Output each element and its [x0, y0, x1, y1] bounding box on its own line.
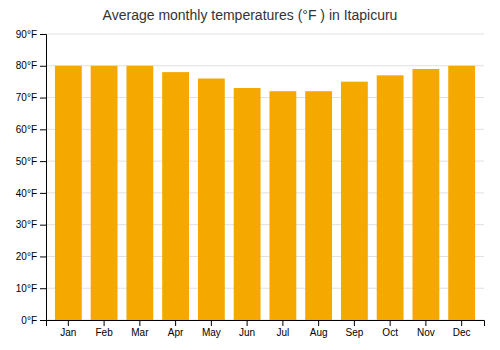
tick-label: Oct	[382, 327, 398, 338]
bar	[126, 66, 153, 320]
tick-mark	[68, 320, 69, 326]
grid-line	[46, 34, 484, 35]
tick-label: 0°F	[21, 315, 37, 326]
bar	[448, 66, 475, 320]
tick-label: Aug	[310, 327, 328, 338]
tick-mark	[40, 98, 46, 99]
tick: 50°F	[16, 156, 46, 167]
y-axis: 0°F 10°F 20°F 30°F 40°F 50°F 60°F 70°F 80°F 90°F	[16, 29, 47, 326]
tick-mark	[354, 320, 355, 326]
tick-mark	[40, 129, 46, 130]
tick-label: Dec	[453, 327, 471, 338]
tick: Jun	[239, 320, 255, 338]
tick: 30°F	[16, 219, 46, 230]
tick-mark	[40, 225, 46, 226]
tick: Jul	[276, 320, 289, 338]
tick-label: Jan	[60, 327, 76, 338]
tick: 90°F	[16, 29, 46, 40]
tick: 0°F	[21, 315, 46, 326]
bar	[162, 72, 189, 320]
tick-label: 90°F	[16, 29, 37, 40]
tick: 40°F	[16, 188, 46, 199]
tick-mark	[461, 320, 462, 326]
tick-label: 20°F	[16, 251, 37, 262]
tick-mark	[282, 320, 283, 326]
tick: Apr	[168, 320, 184, 338]
tick-label: Apr	[168, 327, 184, 338]
bar	[198, 78, 225, 320]
bar	[412, 69, 439, 320]
tick: Oct	[382, 320, 398, 338]
tick-mark	[40, 66, 46, 67]
tick-mark	[40, 161, 46, 162]
tick: 80°F	[16, 60, 46, 71]
tick-label: 80°F	[16, 60, 37, 71]
tick-mark	[247, 320, 248, 326]
tick-label: 10°F	[16, 283, 37, 294]
bar	[234, 88, 261, 320]
tick-mark	[425, 320, 426, 326]
plot-area: 0°F 10°F 20°F 30°F 40°F 50°F 60°F 70°F 80°F 90°F J…	[16, 29, 485, 338]
tick: Sep	[345, 320, 363, 338]
tick-mark	[40, 320, 46, 321]
tick: Dec	[453, 320, 471, 338]
bar	[377, 75, 404, 320]
tick: Feb	[95, 320, 113, 338]
bar	[269, 91, 296, 320]
tick-mark	[390, 320, 391, 326]
tick-label: Feb	[95, 327, 113, 338]
tick-label: 60°F	[16, 124, 37, 135]
tick-label: 50°F	[16, 156, 37, 167]
tick: Aug	[310, 320, 328, 338]
tick-mark	[40, 34, 46, 35]
tick: 70°F	[16, 92, 46, 103]
tick: Jan	[60, 320, 76, 338]
tick-label: 70°F	[16, 92, 37, 103]
bar	[341, 82, 368, 320]
tick-mark	[211, 320, 212, 326]
tick-label: Nov	[417, 327, 435, 338]
axis-line	[47, 321, 485, 327]
tick: 20°F	[16, 251, 46, 262]
bars	[55, 66, 475, 320]
axis-line	[40, 35, 47, 321]
tick-label: Jul	[276, 327, 289, 338]
tick: May	[202, 320, 221, 338]
tick: 10°F	[16, 283, 46, 294]
grid	[46, 34, 484, 320]
chart-title: Average monthly temperatures (°F ) in It…	[103, 7, 398, 23]
tick-label: 30°F	[16, 219, 37, 230]
tick-mark	[318, 320, 319, 326]
tick: Mar	[131, 320, 149, 338]
bar	[91, 66, 118, 320]
tick-label: May	[202, 327, 221, 338]
x-axis: Jan Feb Mar Apr May Jun Jul Aug Sep Oct Nov Dec	[47, 320, 485, 338]
tick-label: Sep	[345, 327, 363, 338]
tick-mark	[175, 320, 176, 326]
tick-mark	[40, 288, 46, 289]
bar	[305, 91, 332, 320]
chart: Average monthly temperatures (°F ) in It…	[0, 0, 500, 350]
tick: 60°F	[16, 124, 46, 135]
tick-mark	[139, 320, 140, 326]
bar	[55, 66, 82, 320]
tick-mark	[40, 193, 46, 194]
tick-label: Mar	[131, 327, 149, 338]
tick-label: 40°F	[16, 188, 37, 199]
tick-mark	[104, 320, 105, 326]
tick-mark	[40, 256, 46, 257]
tick: Nov	[417, 320, 435, 338]
tick-label: Jun	[239, 327, 255, 338]
